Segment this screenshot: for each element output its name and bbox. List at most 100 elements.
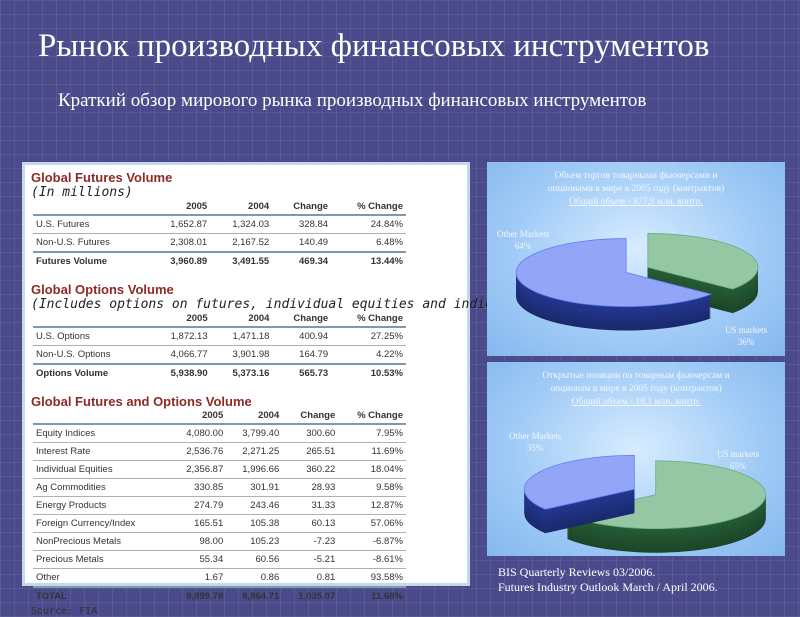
table-cell: 98.00 bbox=[170, 532, 227, 551]
table-cell: 4.22% bbox=[331, 345, 406, 365]
pie-slice-top bbox=[647, 233, 759, 290]
table-cell: 18.04% bbox=[338, 460, 406, 479]
options-title: Global Options Volume bbox=[31, 282, 174, 297]
label-us-markets: US markets 65% bbox=[717, 449, 760, 471]
table-cell: Individual Equities bbox=[33, 460, 171, 479]
total-row: TOTAL 9,899.78 8,864.71 1,035.07 11.68% bbox=[33, 586, 406, 605]
table-row: Energy Products 274.79 243.46 31.33 12.87% bbox=[33, 496, 406, 515]
table-row: Equity Indices 4,080.00 3,799.40 300.60 7.95… bbox=[33, 424, 406, 443]
table-cell: 2,167.52 bbox=[210, 233, 273, 253]
column-header: 2005 bbox=[148, 312, 211, 328]
total-cell: 3,491.55 bbox=[210, 251, 273, 270]
column-header: % Change bbox=[331, 200, 406, 216]
chart-title-line: Объем торгов товарными фьючерсами и bbox=[554, 171, 718, 181]
futures-title: Global Futures Volume bbox=[31, 170, 173, 185]
futures-table: 2005 2004 Change% Change U.S. Futures 1,652.… bbox=[33, 200, 406, 270]
pie-chart-trading-volume: Объем торгов товарными фьючерсами и опци… bbox=[487, 162, 785, 356]
total-cell: 565.73 bbox=[272, 363, 332, 382]
column-header: 2004 bbox=[226, 409, 283, 425]
total-cell: 469.34 bbox=[272, 251, 332, 270]
column-header bbox=[33, 409, 171, 425]
table-cell: 6.48% bbox=[331, 233, 406, 253]
table-cell: -6.87% bbox=[338, 532, 406, 551]
table-row: NonPrecious Metals 98.00 105.23 -7.23 -6.87% bbox=[33, 532, 406, 551]
chart-total: Общий объем - 877,9 млн. контр. bbox=[569, 197, 703, 207]
table-cell: 3,799.40 bbox=[226, 424, 283, 443]
total-cell: 8,864.71 bbox=[226, 586, 283, 605]
pie-slice-top bbox=[515, 238, 713, 307]
header-row: 2005 2004 Change% Change bbox=[33, 312, 406, 328]
table-cell: Ag Commodities bbox=[33, 478, 171, 497]
total-cell: Futures Volume bbox=[33, 251, 149, 270]
table-cell: NonPrecious Metals bbox=[33, 532, 171, 551]
table-cell: 60.56 bbox=[226, 550, 283, 569]
table-row: Foreign Currency/Index 165.51 105.38 60.13 5… bbox=[33, 514, 406, 533]
chart-title-line: опционами в мире в 2005 году (контрактов… bbox=[547, 184, 725, 194]
table-cell: U.S. Options bbox=[33, 327, 149, 346]
table-row: Interest Rate 2,536.76 2,271.25 265.51 11.69… bbox=[33, 442, 406, 461]
table-cell: 4,066.77 bbox=[148, 345, 211, 365]
table-cell: -7.23 bbox=[282, 532, 339, 551]
combined-title: Global Futures and Options Volume bbox=[31, 394, 252, 409]
total-cell: 10.53% bbox=[331, 363, 406, 382]
table-cell: 301.91 bbox=[226, 478, 283, 497]
total-cell: 1,035.07 bbox=[282, 586, 339, 605]
table-row: Precious Metals 55.34 60.56 -5.21 -8.61% bbox=[33, 550, 406, 569]
total-row: Futures Volume 3,960.89 3,491.55 469.34 13.4… bbox=[33, 251, 406, 270]
table-cell: 0.86 bbox=[226, 568, 283, 588]
table-row: U.S. Futures 1,652.87 1,324.03 328.84 24.84% bbox=[33, 215, 406, 234]
header-row: 2005 2004 Change% Change bbox=[33, 200, 406, 216]
column-header: 2005 bbox=[170, 409, 227, 425]
table-cell: Precious Metals bbox=[33, 550, 171, 569]
chart-title: Объем торгов товарными фьючерсами и опци… bbox=[487, 170, 785, 209]
table-cell: 24.84% bbox=[331, 215, 406, 234]
table-cell: 11.69% bbox=[338, 442, 406, 461]
table-row: Ag Commodities 330.85 301.91 28.93 9.58% bbox=[33, 478, 406, 497]
column-header: % Change bbox=[338, 409, 406, 425]
table-row: Non-U.S. Options 4,066.77 3,901.98 164.79 4.… bbox=[33, 345, 406, 365]
table-cell: Other bbox=[33, 568, 171, 588]
table-cell: 330.85 bbox=[170, 478, 227, 497]
options-note: (Includes options on futures, individual… bbox=[31, 297, 517, 312]
source-note: Source: FIA bbox=[31, 606, 98, 617]
slide-title: Рынок производных финансовых инструменто… bbox=[38, 28, 710, 64]
column-header: % Change bbox=[331, 312, 406, 328]
futures-note: (In millions) bbox=[31, 185, 133, 200]
table-cell: 400.94 bbox=[272, 327, 332, 346]
table-cell: -8.61% bbox=[338, 550, 406, 569]
table-cell: U.S. Futures bbox=[33, 215, 149, 234]
total-cell: 5,373.16 bbox=[210, 363, 273, 382]
total-cell: 11.68% bbox=[338, 586, 406, 605]
table-cell: 60.13 bbox=[282, 514, 339, 533]
table-cell: 1.67 bbox=[170, 568, 227, 588]
table-row: Individual Equities 2,356.87 1,996.66 360.2… bbox=[33, 460, 406, 479]
chart-title-line: опционам в мире в 2005 году (контрактов) bbox=[550, 384, 722, 394]
table-cell: 4,080.00 bbox=[170, 424, 227, 443]
table-cell: 164.79 bbox=[272, 345, 332, 365]
pie-slice-top bbox=[523, 454, 635, 510]
table-cell: 265.51 bbox=[282, 442, 339, 461]
pie-chart-open-interest: Открытые позиции по товарным фьючерсам и… bbox=[487, 362, 785, 556]
table-cell: 3,901.98 bbox=[210, 345, 273, 365]
table-cell: 140.49 bbox=[272, 233, 332, 253]
table-cell: 243.46 bbox=[226, 496, 283, 515]
table-cell: 57.06% bbox=[338, 514, 406, 533]
table-cell: 2,536.76 bbox=[170, 442, 227, 461]
table-cell: 274.79 bbox=[170, 496, 227, 515]
footnote: BIS Quarterly Reviews 03/2006. bbox=[498, 565, 656, 579]
table-cell: 165.51 bbox=[170, 514, 227, 533]
total-row: Options Volume 5,938.90 5,373.16 565.73 10.5… bbox=[33, 363, 406, 382]
total-cell: 13.44% bbox=[331, 251, 406, 270]
column-header bbox=[33, 200, 149, 216]
table-cell: 1,471.18 bbox=[210, 327, 273, 346]
footnote: Futures Industry Outlook March / April 2… bbox=[498, 580, 718, 594]
footnotes: BIS Quarterly Reviews 03/2006. Futures I… bbox=[498, 565, 718, 595]
column-header: Change bbox=[272, 200, 332, 216]
label-other-markets: Other Markets 35% bbox=[509, 431, 562, 453]
label-us-markets: US markets 36% bbox=[725, 325, 768, 347]
table-row: Non-U.S. Futures 2,308.01 2,167.52 140.49 6.… bbox=[33, 233, 406, 253]
pie-slice-other-markets bbox=[515, 238, 713, 331]
chart-title-line: Открытые позиции по товарным фьючерсам и bbox=[542, 371, 730, 381]
table-cell: 105.38 bbox=[226, 514, 283, 533]
table-cell: 328.84 bbox=[272, 215, 332, 234]
